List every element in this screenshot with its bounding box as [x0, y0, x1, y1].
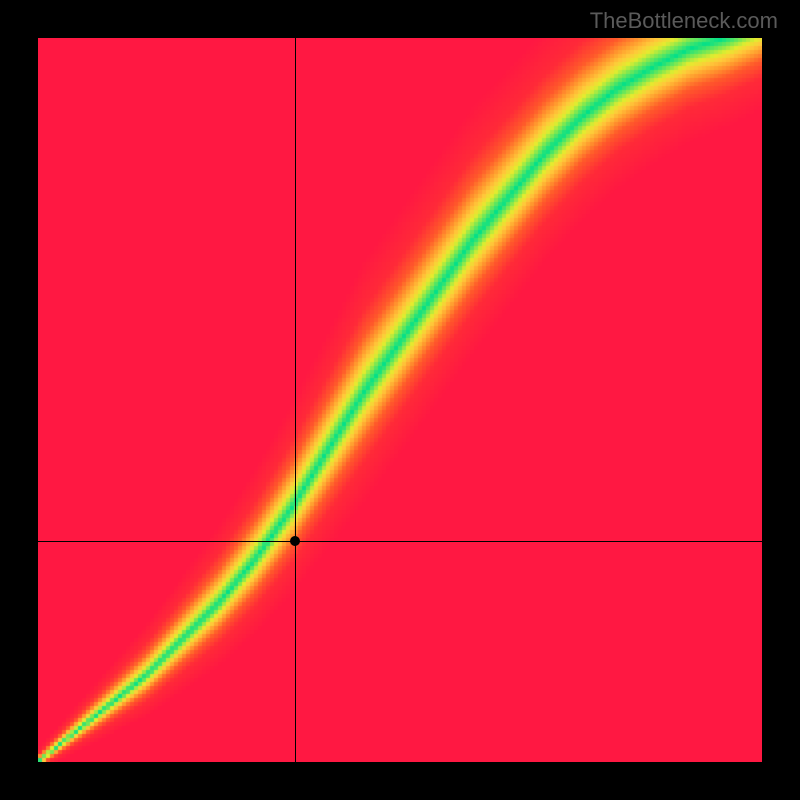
- crosshair-horizontal: [38, 541, 762, 542]
- crosshair-marker: [290, 536, 300, 546]
- crosshair-vertical: [295, 38, 296, 762]
- source-watermark: TheBottleneck.com: [590, 8, 778, 34]
- page-root: TheBottleneck.com: [0, 0, 800, 800]
- heatmap-plot: [38, 38, 762, 762]
- heatmap-canvas: [38, 38, 762, 762]
